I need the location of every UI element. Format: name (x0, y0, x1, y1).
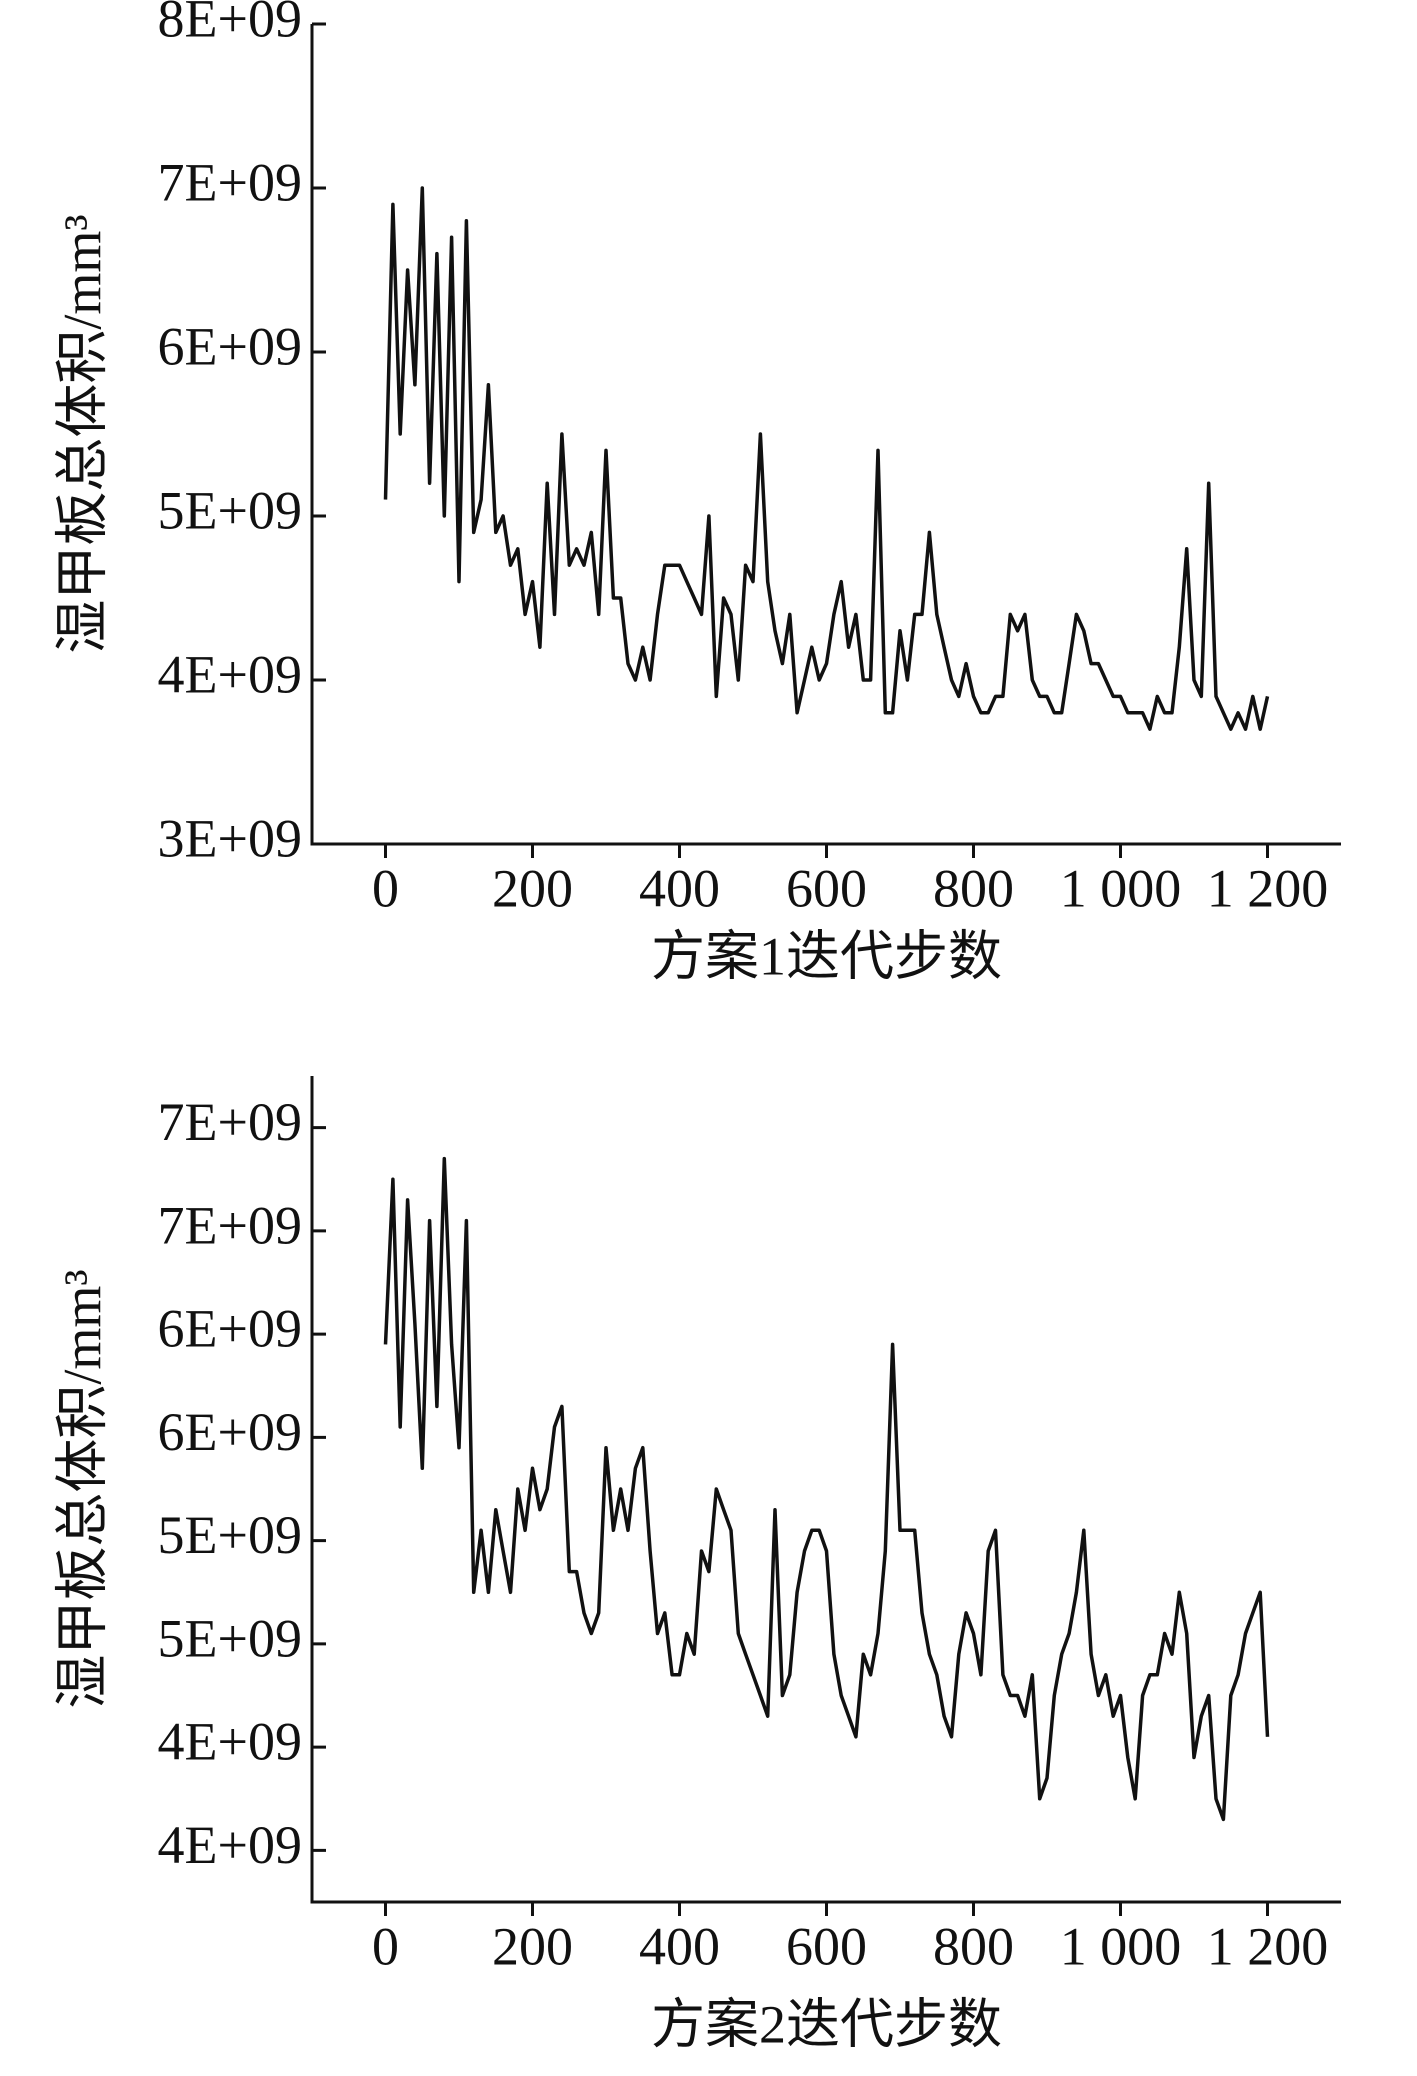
x-axis-label: 方案1迭代步数 (651, 926, 1002, 986)
data-line (383, 1156, 1270, 1822)
y-tick-label: 6E+09 (158, 316, 302, 376)
y-tick-label: 3E+09 (158, 808, 302, 868)
y-tick-label: 7E+09 (158, 152, 302, 212)
x-tick-label: 200 (492, 858, 573, 918)
y-tick-label: 4E+09 (158, 644, 302, 704)
x-tick-label: 400 (639, 858, 720, 918)
x-tick-label: 800 (933, 1916, 1014, 1976)
data-line (383, 186, 1270, 731)
x-tick-label: 1 000 (1060, 1916, 1182, 1976)
x-tick-label: 0 (372, 858, 399, 918)
y-tick-label: 4E+09 (158, 1815, 302, 1875)
axes (310, 1076, 1341, 1904)
x-axis-label: 方案2迭代步数 (651, 1994, 1002, 2054)
y-tick-label: 7E+09 (158, 1092, 302, 1152)
x-tick-label: 600 (786, 858, 867, 918)
y-tick-label: 5E+09 (158, 480, 302, 540)
y-tick-label: 6E+09 (158, 1402, 302, 1462)
x-tick-label: 800 (933, 858, 1014, 918)
y-tick-label: 5E+09 (158, 1608, 302, 1668)
x-tick-label: 1 000 (1060, 858, 1182, 918)
x-tick-label: 400 (639, 1916, 720, 1976)
y-axis-label: 湿甲板总体积/mm³ (52, 214, 112, 653)
x-tick-label: 200 (492, 1916, 573, 1976)
y-tick-label: 6E+09 (158, 1299, 302, 1359)
x-tick-label: 0 (372, 1916, 399, 1976)
x-tick-label: 1 200 (1207, 1916, 1329, 1976)
y-tick-label: 7E+09 (158, 1195, 302, 1255)
y-tick-label: 4E+09 (158, 1712, 302, 1772)
y-tick-label: 5E+09 (158, 1505, 302, 1565)
y-tick-label: 8E+09 (158, 0, 302, 48)
x-tick-label: 600 (786, 1916, 867, 1976)
axes (310, 24, 1341, 846)
y-axis-label: 湿甲板总体积/mm³ (52, 1269, 112, 1708)
x-tick-label: 1 200 (1207, 858, 1329, 918)
